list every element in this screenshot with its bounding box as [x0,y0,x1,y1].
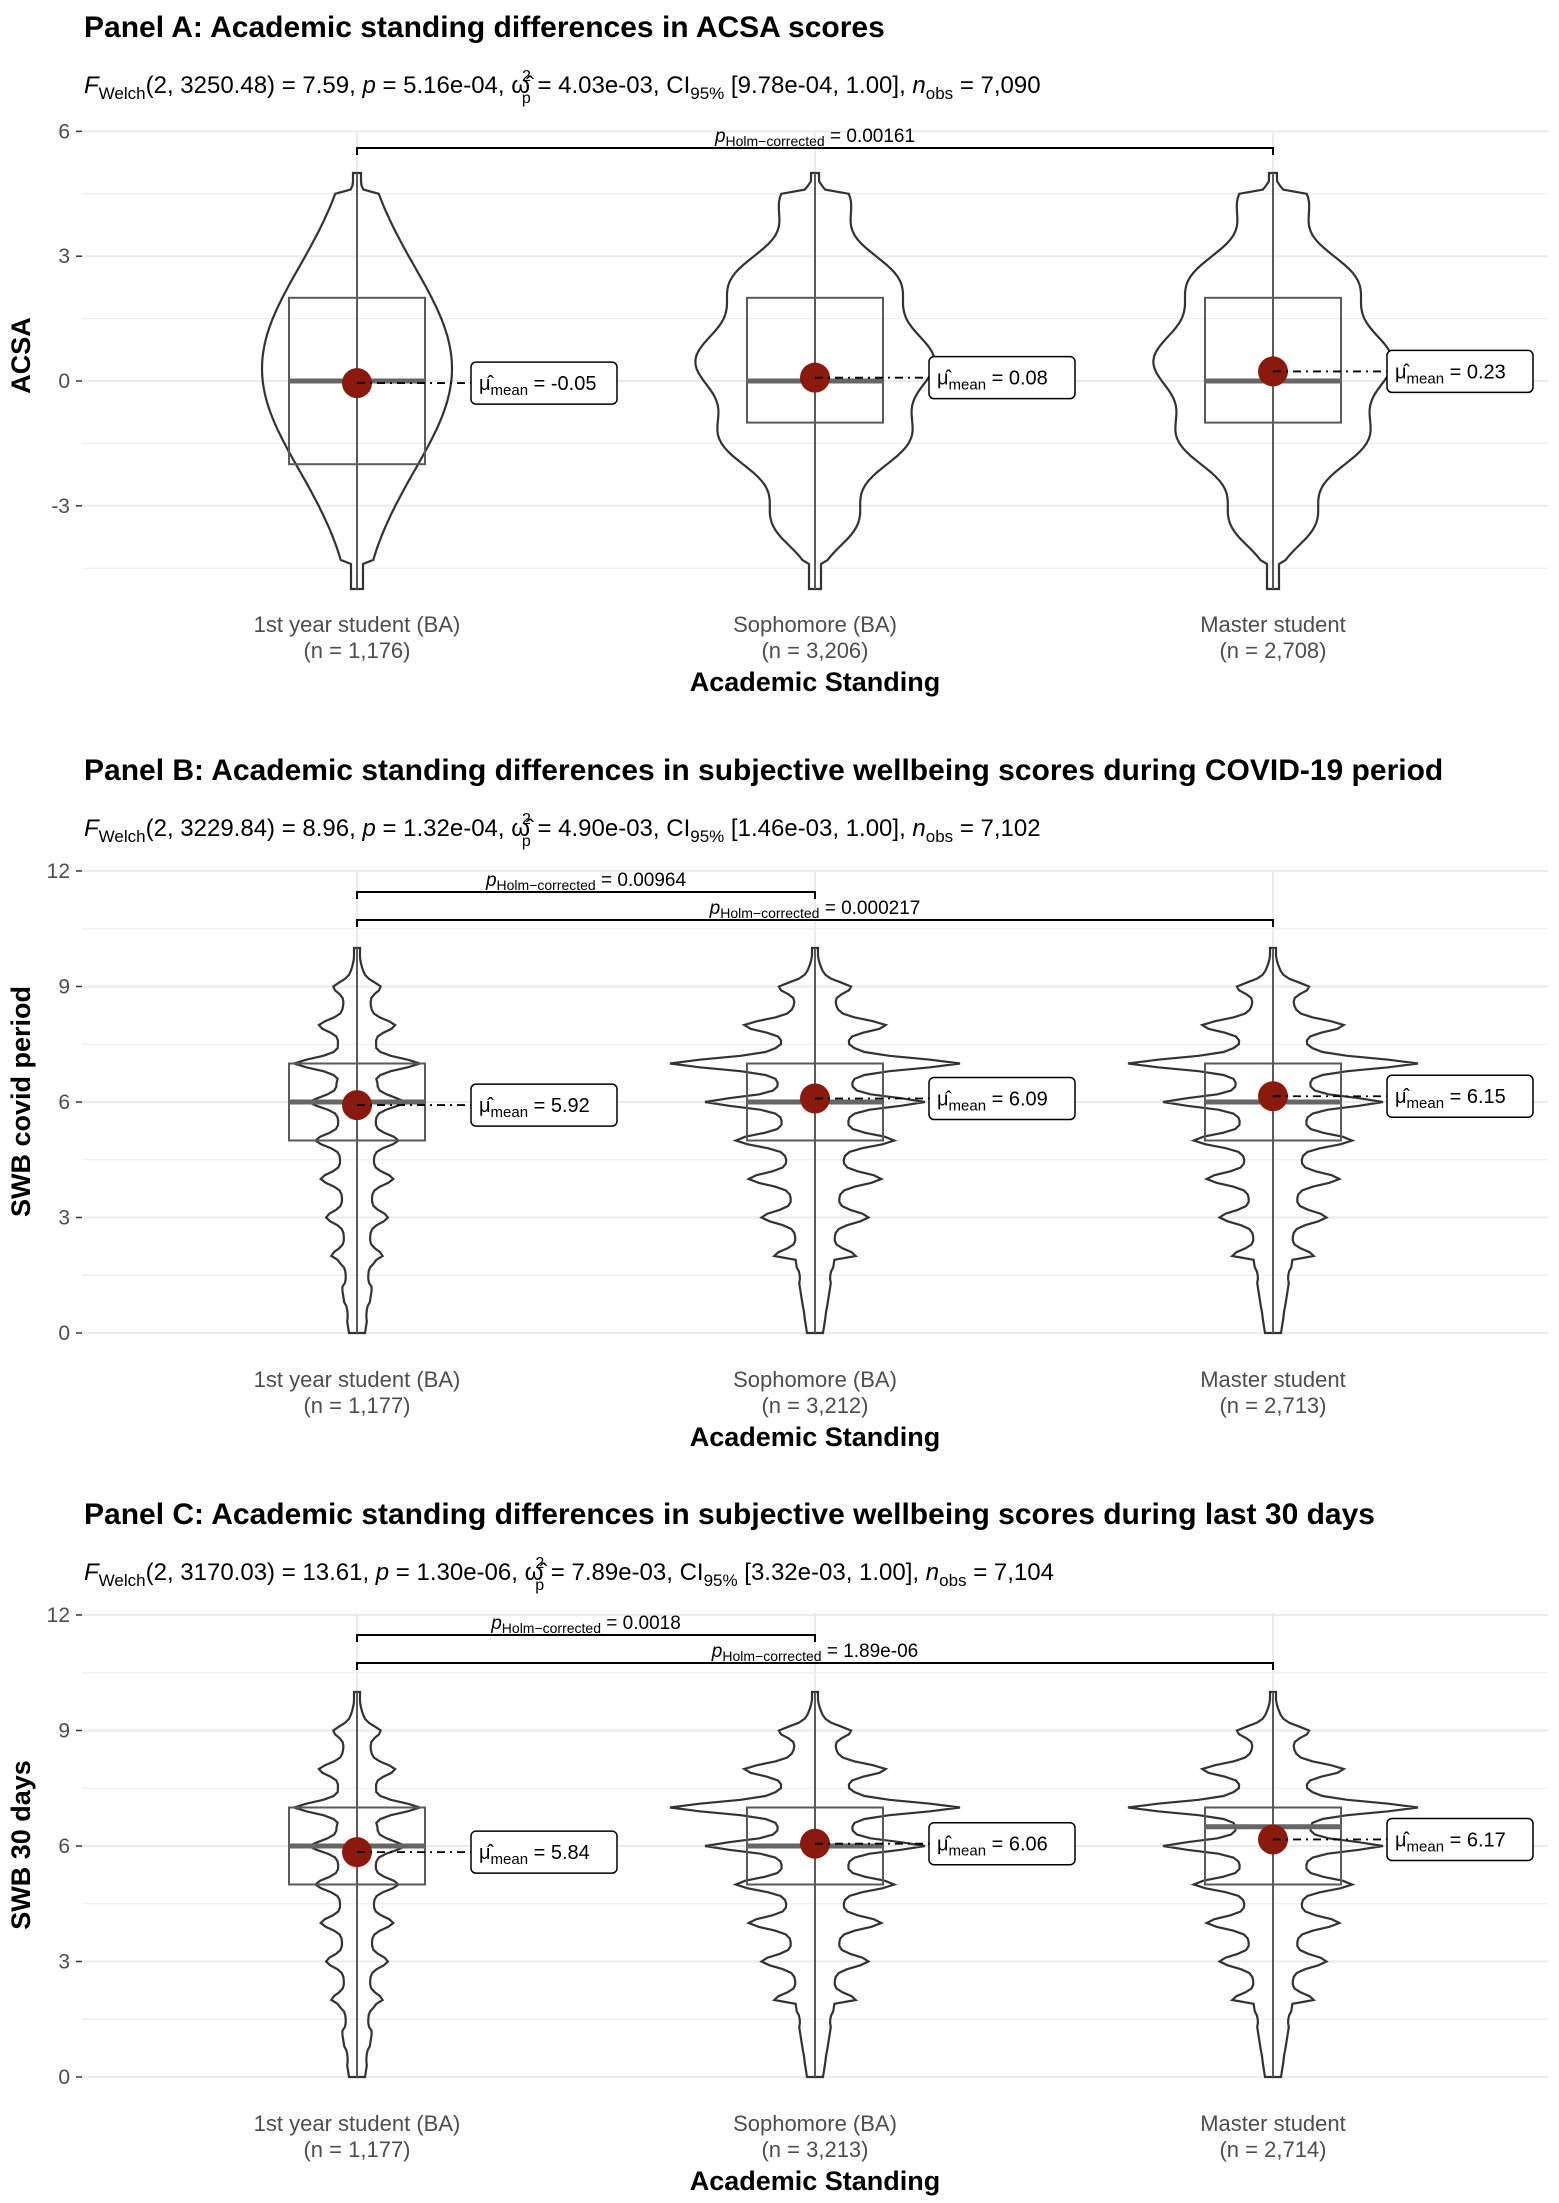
comparison-pvalue: pHolm−corrected = 0.00161 [714,126,915,149]
y-tick-label: 12 [47,1604,70,1627]
x-axis-title: Academic Standing [690,2166,941,2196]
x-tick-n-label: (n = 1,176) [303,638,410,663]
mean-label: μ̂mean = 5.84 [479,1842,590,1868]
stats-line: FWelch(2, 3250.48) = 7.59, p = 5.16e-04,… [84,68,1041,107]
violin [694,171,936,591]
violin [669,1690,961,2079]
mean-label-box [1386,349,1534,394]
violin [290,1690,424,2079]
panel-a: Panel A: Academic standing differences i… [6,11,1548,697]
box [746,296,884,424]
y-axis-title: ACSA [6,317,36,394]
mean-label: μ̂mean = -0.05 [479,373,596,399]
stats-line: FWelch(2, 3170.03) = 13.61, p = 1.30e-06… [84,1555,1054,1594]
box [1204,1806,1342,1886]
box [1204,296,1342,424]
panel-title: Panel A: Academic standing differences i… [84,11,885,44]
mean-label: μ̂mean = 6.17 [1395,1829,1506,1855]
x-tick-label: Sophomore (BA) [733,612,897,637]
violin-group: μ̂mean = 6.17 [1127,1690,1534,2079]
comparison-bracket [356,1662,1274,1670]
mean-label-box [1386,1817,1534,1862]
mean-label-box [470,361,618,405]
comparison-pvalue: pHolm−corrected = 0.00964 [485,870,687,893]
violin-group: μ̂mean = 0.23 [1152,171,1534,591]
x-tick-n-label: (n = 3,212) [761,1393,868,1418]
x-tick-label: 1st year student (BA) [254,2111,461,2136]
x-tick-n-label: (n = 1,177) [303,1393,410,1418]
violin [290,946,424,1335]
mean-label-box [928,1076,1076,1121]
violin-group: μ̂mean = 0.08 [694,171,1076,591]
y-tick-label: 0 [58,2066,70,2089]
comparison-pvalue: pHolm−corrected = 0.0018 [490,1613,681,1636]
y-tick-label: 3 [58,1207,70,1230]
x-tick-n-label: (n = 2,713) [1219,1393,1326,1418]
violin-group: μ̂mean = -0.05 [260,171,618,591]
y-tick-label: 9 [58,976,70,999]
x-tick-label: 1st year student (BA) [254,612,461,637]
mean-label: μ̂mean = 6.15 [1395,1086,1506,1112]
violin [669,946,961,1335]
mean-label-box [1386,1074,1534,1118]
comparison-bracket [356,919,1274,927]
x-axis-title: Academic Standing [690,667,941,697]
comparison-pvalue: pHolm−corrected = 0.000217 [709,898,921,921]
x-tick-label: Master student [1200,1367,1346,1392]
violin-group: μ̂mean = 5.84 [288,1690,618,2079]
x-tick-n-label: (n = 2,708) [1219,638,1326,663]
panel-b: Panel B: Academic standing differences i… [6,754,1548,1452]
mean-label-box [470,1083,618,1127]
comparison-bracket [356,891,816,899]
y-tick-label: -3 [51,495,70,518]
violin-group: μ̂mean = 6.09 [669,946,1076,1335]
x-tick-n-label: (n = 2,714) [1219,2137,1326,2162]
panel-c: Panel C: Academic standing differences i… [6,1498,1548,2196]
x-tick-n-label: (n = 1,177) [303,2137,410,2162]
x-tick-label: Master student [1200,2111,1346,2136]
x-tick-n-label: (n = 3,206) [761,638,868,663]
y-tick-label: 6 [58,1091,70,1114]
y-tick-label: 6 [58,120,70,143]
y-tick-label: 0 [58,1322,70,1345]
x-tick-n-label: (n = 3,213) [761,2137,868,2162]
violin [1127,946,1419,1335]
mean-label-box [470,1830,618,1874]
violin [1152,171,1394,591]
y-tick-label: 6 [58,1835,70,1858]
y-tick-label: 12 [47,860,70,883]
y-axis-title: SWB 30 days [6,1760,36,1930]
violin-group: μ̂mean = 6.15 [1127,946,1534,1335]
x-tick-label: Master student [1200,612,1346,637]
y-tick-label: 3 [58,1951,70,1974]
x-tick-label: 1st year student (BA) [254,1367,461,1392]
mean-label-box [928,355,1076,400]
mean-label: μ̂mean = 5.92 [479,1095,590,1121]
mean-label-box [928,1821,1076,1866]
comparison-pvalue: pHolm−corrected = 1.89e-06 [711,1641,918,1664]
comparison-bracket [356,1634,816,1642]
panel-title: Panel C: Academic standing differences i… [84,1498,1375,1531]
violin-group: μ̂mean = 6.06 [669,1690,1076,2079]
y-tick-label: 9 [58,1720,70,1743]
y-axis-title: SWB covid period [6,986,36,1217]
stats-line: FWelch(2, 3229.84) = 8.96, p = 1.32e-04,… [84,811,1041,850]
y-tick-label: 0 [58,370,70,393]
x-axis-title: Academic Standing [690,1422,941,1452]
panel-title: Panel B: Academic standing differences i… [84,754,1443,787]
x-tick-label: Sophomore (BA) [733,2111,897,2136]
y-tick-label: 3 [58,245,70,268]
violin [1127,1690,1419,2079]
comparison-bracket [356,147,1274,155]
violin-group: μ̂mean = 5.92 [288,946,618,1335]
x-tick-label: Sophomore (BA) [733,1367,897,1392]
